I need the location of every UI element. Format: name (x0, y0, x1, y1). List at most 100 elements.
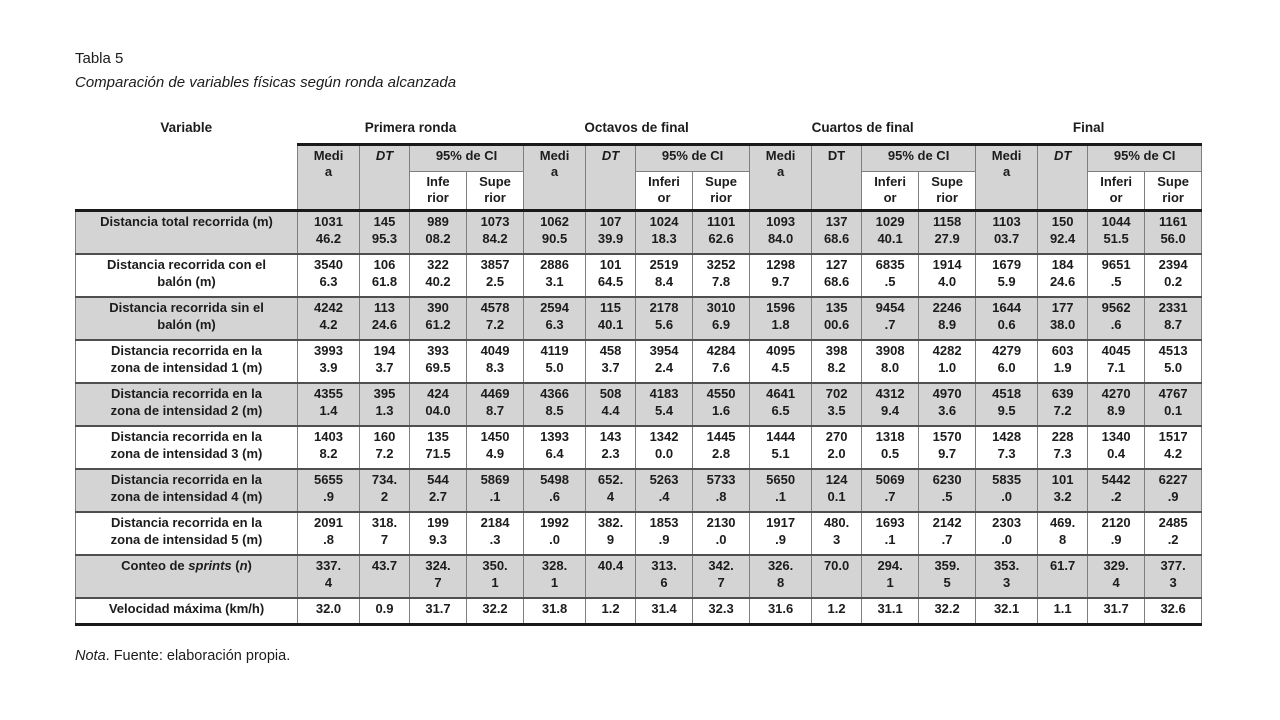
ci-superior-header-3: Supe rior (1144, 170, 1203, 212)
value-cell-r6-c0: 5655 .9 (297, 467, 360, 513)
value-cell-r7-c0: 2091 .8 (297, 510, 360, 556)
value-cell-r6-c1: 734. 2 (359, 467, 410, 513)
value-cell-r3-c12: 4279 6.0 (975, 338, 1039, 384)
value-cell-r4-c1: 395 1.3 (359, 381, 410, 427)
value-cell-r5-c4: 1393 6.4 (523, 424, 587, 470)
value-cell-r6-c10: 5069 .7 (861, 467, 920, 513)
value-cell-r7-c3: 2184 .3 (465, 510, 525, 556)
value-cell-r4-c8: 4641 6.5 (749, 381, 813, 427)
ci-superior-header-2: Supe rior (918, 170, 977, 212)
value-cell-r2-c2: 390 61.2 (409, 295, 467, 341)
value-cell-r3-c3: 4049 8.3 (465, 338, 525, 384)
ci-superior-header-0: Supe rior (465, 170, 525, 212)
value-cell-r4-c7: 4550 1.6 (692, 381, 751, 427)
value-cell-r1-c0: 3540 6.3 (297, 252, 360, 298)
value-cell-r2-c0: 4242 4.2 (297, 295, 360, 341)
table-row-9: Velocidad máxima (km/h) 32.0 0.9 31.7 32.2 31… (75, 596, 1203, 627)
value-cell-r0-c10: 1029 40.1 (861, 209, 920, 255)
value-cell-r6-c4: 5498 .6 (523, 467, 587, 513)
media-header-2: Medi a (749, 142, 813, 212)
row-label: Distancia recorrida en la zona de intens… (75, 381, 298, 427)
value-cell-r8-c1: 43.7 (359, 553, 410, 599)
ci-inferior-header-0: Infe rior (409, 170, 467, 212)
dt-header-0: DT (359, 142, 410, 212)
value-cell-r6-c13: 101 3.2 (1037, 467, 1089, 513)
value-cell-r7-c8: 1917 .9 (749, 510, 813, 556)
ci-header-3: 95% de CI (1087, 142, 1203, 172)
value-cell-r7-c9: 480. 3 (811, 510, 863, 556)
value-cell-r6-c5: 652. 4 (585, 467, 637, 513)
value-cell-r8-c3: 350. 1 (465, 553, 525, 599)
value-cell-r9-c13: 1.1 (1037, 596, 1089, 627)
value-cell-r6-c7: 5733 .8 (692, 467, 751, 513)
value-cell-r3-c9: 398 8.2 (811, 338, 863, 384)
value-cell-r7-c12: 2303 .0 (975, 510, 1039, 556)
value-cell-r1-c13: 184 24.6 (1037, 252, 1089, 298)
value-cell-r1-c6: 2519 8.4 (635, 252, 694, 298)
value-cell-r1-c4: 2886 3.1 (523, 252, 587, 298)
value-cell-r4-c4: 4366 8.5 (523, 381, 587, 427)
value-cell-r0-c4: 1062 90.5 (523, 209, 587, 255)
value-cell-r3-c10: 3908 8.0 (861, 338, 920, 384)
value-cell-r8-c2: 324. 7 (409, 553, 467, 599)
value-cell-r3-c0: 3993 3.9 (297, 338, 360, 384)
value-cell-r4-c3: 4469 8.7 (465, 381, 525, 427)
table-body: Distancia total recorrida (m) 1031 46.2 14… (75, 209, 1203, 627)
value-cell-r1-c5: 101 64.5 (585, 252, 637, 298)
value-cell-r7-c15: 2485 .2 (1144, 510, 1203, 556)
value-cell-r6-c14: 5442 .2 (1087, 467, 1146, 513)
value-cell-r1-c15: 2394 0.2 (1144, 252, 1203, 298)
table-number: Tabla 5 (75, 50, 124, 67)
value-cell-r0-c9: 137 68.6 (811, 209, 863, 255)
value-cell-r0-c5: 107 39.9 (585, 209, 637, 255)
value-cell-r0-c13: 150 92.4 (1037, 209, 1089, 255)
value-cell-r2-c4: 2594 6.3 (523, 295, 587, 341)
value-cell-r7-c14: 2120 .9 (1087, 510, 1146, 556)
value-cell-r7-c5: 382. 9 (585, 510, 637, 556)
value-cell-r5-c7: 1445 2.8 (692, 424, 751, 470)
value-cell-r5-c1: 160 7.2 (359, 424, 410, 470)
value-cell-r1-c3: 3857 2.5 (465, 252, 525, 298)
ci-inferior-header-1: Inferi or (635, 170, 694, 212)
table-row-4: Distancia recorrida en la zona de intens… (75, 381, 1203, 427)
value-cell-r7-c10: 1693 .1 (861, 510, 920, 556)
value-cell-r7-c11: 2142 .7 (918, 510, 977, 556)
comparison-table: Variable Primera ronda Octavos de final Cua… (75, 117, 1203, 627)
value-cell-r6-c11: 6230 .5 (918, 467, 977, 513)
value-cell-r9-c8: 31.6 (749, 596, 813, 627)
value-cell-r0-c6: 1024 18.3 (635, 209, 694, 255)
row-label: Distancia recorrida en la zona de intens… (75, 424, 298, 470)
value-cell-r2-c3: 4578 7.2 (465, 295, 525, 341)
value-cell-r8-c15: 377. 3 (1144, 553, 1203, 599)
table-row-1: Distancia recorrida con el balón (m) 3540… (75, 252, 1203, 298)
row-label: Distancia recorrida en la zona de intens… (75, 467, 298, 513)
value-cell-r0-c2: 989 08.2 (409, 209, 467, 255)
value-cell-r3-c14: 4045 7.1 (1087, 338, 1146, 384)
row-label: Distancia recorrida sin el balón (m) (75, 295, 298, 341)
value-cell-r9-c2: 31.7 (409, 596, 467, 627)
value-cell-r8-c0: 337. 4 (297, 553, 360, 599)
value-cell-r2-c8: 1596 1.8 (749, 295, 813, 341)
note-text: . Fuente: elaboración propia. (105, 648, 291, 665)
table-row-8: Conteo de sprints (n) 337. 4 43.7 324. 7 350… (75, 553, 1203, 599)
value-cell-r0-c11: 1158 27.9 (918, 209, 977, 255)
group-header-1: Octavos de final (523, 117, 750, 144)
row-label-italic-part: n (239, 557, 248, 573)
value-cell-r4-c12: 4518 9.5 (975, 381, 1039, 427)
value-cell-r7-c7: 2130 .0 (692, 510, 751, 556)
value-cell-r1-c8: 1298 9.7 (749, 252, 813, 298)
value-cell-r9-c11: 32.2 (918, 596, 977, 627)
value-cell-r3-c7: 4284 7.6 (692, 338, 751, 384)
ci-inferior-header-2: Inferi or (861, 170, 920, 212)
value-cell-r7-c13: 469. 8 (1037, 510, 1089, 556)
value-cell-r7-c4: 1992 .0 (523, 510, 587, 556)
value-cell-r4-c11: 4970 3.6 (918, 381, 977, 427)
row-label-part: Conteo de (121, 557, 189, 573)
stat-header-row: Medi a DT 95% de CI Medi a DT 95% de CI Medi a… (76, 142, 1203, 212)
value-cell-r8-c9: 70.0 (811, 553, 863, 599)
value-cell-r0-c8: 1093 84.0 (749, 209, 813, 255)
value-cell-r1-c11: 1914 4.0 (918, 252, 977, 298)
value-cell-r7-c1: 318. 7 (359, 510, 410, 556)
value-cell-r5-c3: 1450 4.9 (465, 424, 525, 470)
table-row-0: Distancia total recorrida (m) 1031 46.2 14… (75, 209, 1203, 255)
